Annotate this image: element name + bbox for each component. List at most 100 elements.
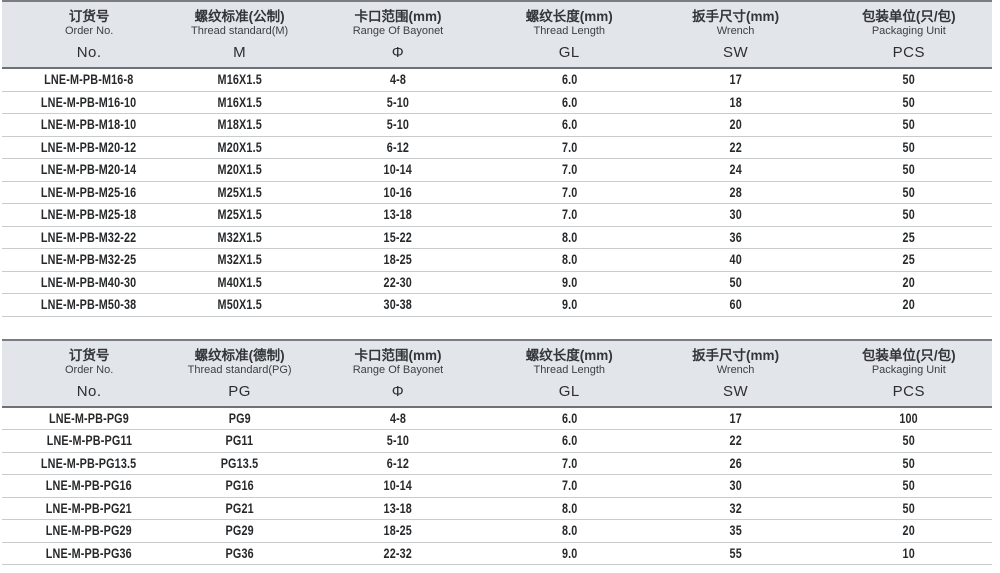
cell-value: 22-30 bbox=[383, 274, 413, 290]
column-title-zh: 螺纹标准(德制) bbox=[194, 347, 285, 363]
table-cell: PG13.5 bbox=[176, 456, 303, 471]
column-title-en: Thread standard(M) bbox=[190, 25, 289, 37]
table-cell: 6.0 bbox=[493, 95, 645, 110]
column-title-zh: 订货号 bbox=[68, 347, 110, 363]
cell-value: LNE-M-PB-PG16 bbox=[46, 478, 133, 494]
table-cell: 18-25 bbox=[303, 523, 493, 538]
table-row: LNE-M-PB-M16-8 M16X1.5 4-8 6.0 17 50 bbox=[2, 69, 992, 92]
table-cell: LNE-M-PB-M16-8 bbox=[2, 72, 176, 87]
table-row: LNE-M-PB-M16-10 M16X1.5 5-10 6.0 18 50 bbox=[2, 92, 992, 114]
column-header: 扳手尺寸(mm) Wrench SW bbox=[645, 2, 825, 67]
cell-value: 25 bbox=[902, 229, 915, 245]
cell-value: 26 bbox=[729, 455, 742, 471]
table-cell: 26 bbox=[645, 456, 825, 471]
table-cell: 24 bbox=[645, 162, 825, 177]
cell-value: PG9 bbox=[228, 410, 251, 426]
table-cell: 30-38 bbox=[303, 297, 493, 312]
table-row: LNE-M-PB-M18-10 M18X1.5 5-10 6.0 20 50 bbox=[2, 114, 992, 137]
cell-value: 18 bbox=[729, 94, 742, 110]
column-title-zh: 包装单位(只/包) bbox=[861, 9, 956, 24]
table-cell: LNE-M-PB-M32-25 bbox=[2, 252, 176, 267]
cell-value: 50 bbox=[902, 207, 915, 223]
table-cell: 13-18 bbox=[303, 207, 493, 222]
column-header: 订货号 Order No. No. bbox=[2, 341, 176, 406]
cell-value: 50 bbox=[902, 455, 915, 471]
table-cell: 40 bbox=[645, 252, 825, 267]
cell-value: LNE-M-PB-PG36 bbox=[46, 545, 133, 561]
table-row: LNE-M-PB-PG9 PG9 4-8 6.0 17 100 bbox=[2, 408, 992, 430]
table-cell: 4-8 bbox=[303, 411, 493, 426]
cell-value: LNE-M-PB-PG21 bbox=[46, 500, 133, 516]
table-row: LNE-M-PB-M32-25 M32X1.5 18-25 8.0 40 25 bbox=[2, 249, 992, 272]
cell-value: PG29 bbox=[225, 523, 254, 539]
cell-value: M20X1.5 bbox=[217, 162, 262, 178]
table-cell: 7.0 bbox=[493, 162, 645, 177]
column-title-zh: 卡口范围(mm) bbox=[354, 347, 442, 363]
table-row: LNE-M-PB-PG36 PG36 22-32 9.0 55 10 bbox=[2, 543, 992, 565]
table-cell: 50 bbox=[826, 433, 992, 448]
table-cell: M20X1.5 bbox=[176, 162, 303, 177]
cell-value: PG13.5 bbox=[220, 455, 259, 471]
table-cell: M20X1.5 bbox=[176, 140, 303, 155]
cell-value: 20 bbox=[729, 117, 742, 133]
column-title-zh: 螺纹长度(mm) bbox=[525, 9, 613, 24]
table-cell: M18X1.5 bbox=[176, 117, 303, 132]
cell-value: 6-12 bbox=[386, 455, 410, 471]
cell-value: 10-16 bbox=[383, 184, 413, 200]
table-cell: 20 bbox=[826, 275, 992, 290]
table-cell: M40X1.5 bbox=[176, 275, 303, 290]
cell-value: 9.0 bbox=[561, 297, 577, 313]
cell-value: PG21 bbox=[225, 500, 254, 516]
cell-value: 22 bbox=[729, 139, 742, 155]
cell-value: 7.0 bbox=[561, 478, 577, 494]
cell-value: M20X1.5 bbox=[217, 139, 262, 155]
cell-value: 60 bbox=[729, 297, 742, 313]
column-code: M bbox=[233, 44, 247, 61]
table-row: LNE-M-PB-M20-12 M20X1.5 6-12 7.0 22 50 bbox=[2, 137, 992, 159]
table-cell: LNE-M-PB-M20-12 bbox=[2, 140, 176, 155]
table-cell: 8.0 bbox=[493, 501, 645, 516]
cell-value: 18-25 bbox=[383, 523, 413, 539]
cell-value: 30-38 bbox=[383, 297, 413, 313]
table-cell: LNE-M-PB-M32-22 bbox=[2, 230, 176, 245]
column-code: PG bbox=[228, 382, 251, 400]
table-cell: 30 bbox=[645, 478, 825, 493]
cell-value: 8.0 bbox=[561, 229, 577, 245]
column-title-en: Packaging Unit bbox=[871, 25, 946, 37]
table-cell: 25 bbox=[826, 252, 992, 267]
table-cell: PG16 bbox=[176, 478, 303, 493]
table-cell: 22 bbox=[645, 433, 825, 448]
table-cell: M16X1.5 bbox=[176, 72, 303, 87]
table-cell: 10 bbox=[826, 546, 992, 561]
table-cell: 50 bbox=[826, 456, 992, 471]
table-cell: M32X1.5 bbox=[176, 252, 303, 267]
table-cell: LNE-M-PB-PG21 bbox=[2, 501, 176, 516]
table-cell: 22-30 bbox=[303, 275, 493, 290]
cell-value: 50 bbox=[902, 433, 915, 449]
pg-table-header: 订货号 Order No. No. 螺纹标准(德制) Thread standard(P… bbox=[2, 338, 992, 408]
cell-value: 50 bbox=[729, 274, 742, 290]
table-cell: 13-18 bbox=[303, 501, 493, 516]
table-cell: 50 bbox=[645, 275, 825, 290]
column-title-en: Range Of Bayonet bbox=[352, 363, 444, 376]
table-cell: 22-32 bbox=[303, 546, 493, 561]
table-cell: 50 bbox=[826, 95, 992, 110]
table-cell: LNE-M-PB-PG13.5 bbox=[2, 456, 176, 471]
table-cell: 50 bbox=[826, 117, 992, 132]
table-row: LNE-M-PB-M32-22 M32X1.5 15-22 8.0 36 25 bbox=[2, 227, 992, 249]
table-cell: LNE-M-PB-M16-10 bbox=[2, 95, 176, 110]
metric-table-header: 订货号 Order No. No. 螺纹标准(公制) Thread standard(M… bbox=[2, 0, 992, 69]
cell-value: 6.0 bbox=[561, 94, 577, 110]
column-header: 螺纹标准(德制) Thread standard(PG) PG bbox=[176, 341, 303, 406]
table-cell: PG29 bbox=[176, 523, 303, 538]
column-code: GL bbox=[558, 382, 580, 400]
table-cell: 5-10 bbox=[303, 433, 493, 448]
cell-value: LNE-M-PB-M32-25 bbox=[41, 252, 137, 268]
cell-value: M40X1.5 bbox=[217, 274, 262, 290]
cell-value: 40 bbox=[729, 252, 742, 268]
table-row: LNE-M-PB-M25-18 M25X1.5 13-18 7.0 30 50 bbox=[2, 204, 992, 227]
column-header: 订货号 Order No. No. bbox=[2, 2, 176, 67]
table-cell: 30 bbox=[645, 207, 825, 222]
table-cell: PG21 bbox=[176, 501, 303, 516]
